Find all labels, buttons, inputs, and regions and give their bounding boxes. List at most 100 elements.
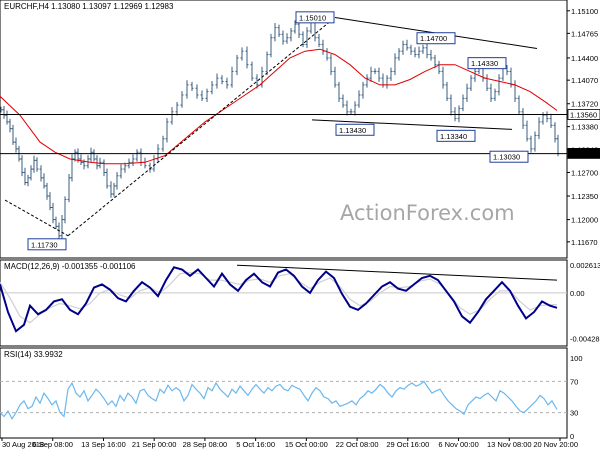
price-y-tick-label: 1.14070	[571, 76, 598, 85]
price-bar	[465, 83, 469, 103]
price-bar	[185, 80, 189, 99]
price-bar	[23, 167, 27, 186]
price-bar	[235, 54, 239, 76]
price-bar	[285, 33, 289, 44]
price-bar	[533, 131, 537, 152]
price-bar	[230, 66, 234, 88]
macd-line	[0, 266, 558, 333]
price-bar	[361, 81, 365, 99]
price-tag: 1.12983	[570, 149, 597, 158]
macd-y-tick-label: 0.002613	[570, 261, 600, 270]
price-label: 1.13430	[339, 126, 366, 135]
price-bar	[161, 135, 165, 152]
price-bar	[26, 174, 30, 187]
price-bar	[29, 165, 33, 181]
price-label: 1.13030	[493, 153, 520, 162]
axis-labels: 1.15100 1.14765 1.14400 1.14070 1.13720 1.133…	[1, 7, 600, 449]
price-bar	[11, 124, 15, 145]
rsi-header: RSI(14) 33.9932	[4, 350, 63, 359]
price-bar	[349, 108, 353, 115]
price-bar	[135, 149, 139, 162]
rsi-y-tick-label: 0	[570, 432, 574, 441]
price-bar	[67, 173, 71, 203]
rsi-y-tick-label: 30	[570, 409, 578, 418]
price-bar	[437, 60, 441, 75]
price-bar	[305, 27, 309, 49]
price-bar	[32, 155, 36, 173]
price-header: EURCHF,H4 1.13080 1.13097 1.12969 1.1298…	[4, 2, 174, 11]
price-bar	[373, 68, 377, 75]
price-bar	[175, 102, 179, 116]
price-bar	[109, 181, 113, 198]
price-bar	[225, 77, 229, 89]
price-bar	[493, 88, 497, 102]
macd-signal-line	[0, 271, 557, 324]
price-y-tick-label: 1.15100	[571, 7, 598, 16]
price-bar	[341, 94, 345, 108]
price-bar	[250, 61, 254, 81]
price-bar	[521, 107, 525, 129]
price-tag-box	[567, 109, 600, 120]
price-bar	[329, 54, 333, 76]
price-series	[0, 16, 560, 240]
price-bar	[205, 88, 209, 103]
price-label-box	[27, 238, 67, 251]
price-y-tick-label: 1.12700	[571, 168, 598, 177]
macd-trendline	[236, 264, 558, 281]
macd-panel-frame	[0, 259, 568, 347]
price-label: 1.11730	[31, 240, 58, 249]
price-bar	[525, 120, 529, 142]
price-bar	[20, 155, 24, 177]
price-bar	[170, 107, 174, 125]
price-bar	[39, 165, 43, 182]
price-bar	[537, 117, 541, 140]
price-bar	[409, 44, 413, 55]
price-y-tick-label: 1.13720	[571, 100, 598, 109]
price-bar	[433, 54, 437, 69]
price-bar	[105, 168, 109, 189]
price-label: 1.14700	[420, 34, 447, 43]
price-bar	[281, 30, 285, 45]
price-bar	[119, 164, 123, 179]
price-bar	[369, 66, 373, 82]
price-bar	[357, 90, 361, 108]
macd-series	[0, 264, 567, 333]
macd-y-tick-label: -0.004287	[570, 335, 600, 344]
x-tick-label: 5 Oct 16:00	[236, 440, 275, 449]
price-bar	[393, 53, 397, 76]
x-tick-label: 15 Oct 00:00	[285, 440, 328, 449]
price-bar	[123, 162, 127, 173]
price-bar	[102, 159, 106, 177]
price-bar	[461, 94, 465, 112]
price-bar	[5, 110, 9, 125]
price-bar	[42, 173, 46, 189]
price-bar	[2, 105, 6, 119]
x-tick-label: 20 Nov 20:00	[533, 440, 578, 449]
price-bar	[240, 47, 244, 61]
price-bar	[54, 216, 58, 230]
rsi-panel-frame	[0, 347, 568, 439]
price-bar	[131, 154, 135, 167]
price-bar	[353, 101, 357, 116]
ema-line	[0, 48, 558, 165]
price-bar	[165, 118, 169, 143]
price-y-tick-label: 1.14400	[571, 54, 598, 63]
price-bar	[553, 122, 557, 143]
price-bar	[89, 147, 93, 163]
price-label-box	[436, 129, 476, 142]
price-bar	[45, 182, 49, 200]
price-y-tick-label: 1.14765	[571, 29, 598, 38]
price-bar	[469, 75, 473, 91]
price-bar	[255, 74, 259, 89]
price-label-box	[335, 123, 375, 136]
price-bar	[421, 44, 425, 54]
price-bar	[425, 43, 429, 59]
price-labels: 1.15010 1.14700 1.14330 1.13430 1.13340 1.130…	[27, 11, 529, 251]
price-bar	[317, 33, 321, 48]
price-bar	[333, 66, 337, 88]
rsi-y-tick-label: 100	[570, 354, 583, 363]
price-y-tick-label: 1.12350	[571, 192, 598, 201]
price-bar	[337, 81, 341, 103]
price-bar	[215, 73, 219, 89]
price-tag-box	[567, 147, 600, 159]
